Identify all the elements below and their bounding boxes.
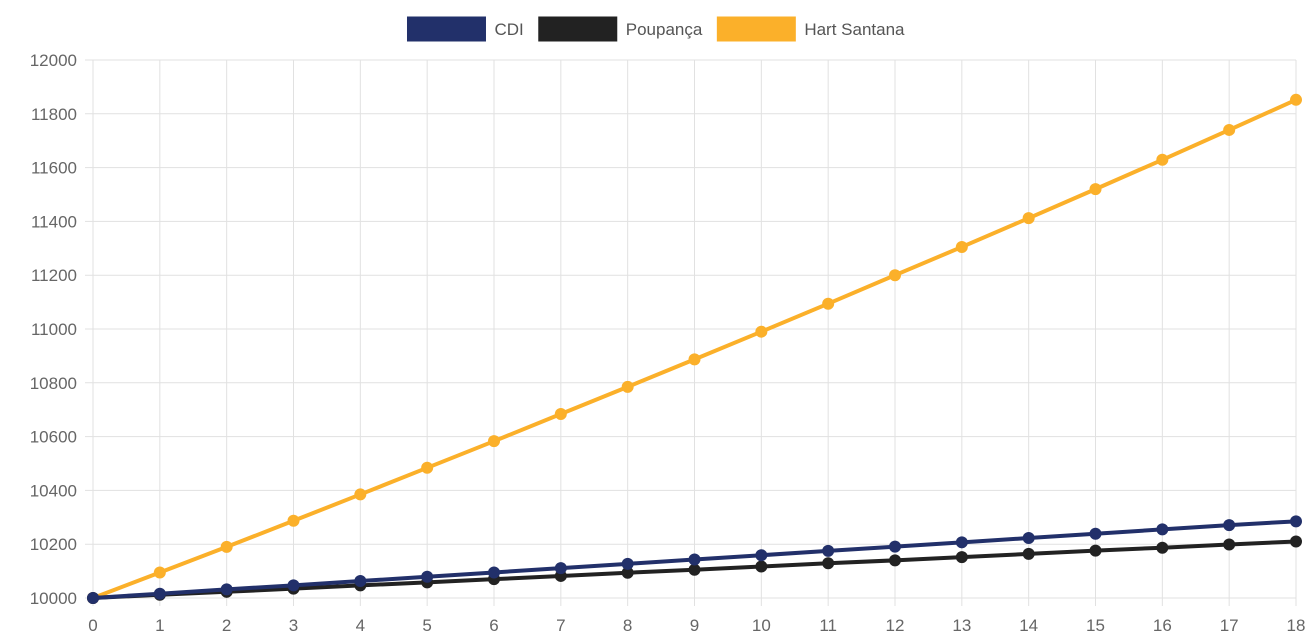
data-point[interactable] — [1223, 123, 1236, 136]
y-tick-label: 11800 — [31, 105, 77, 124]
x-tick-label: 8 — [623, 616, 632, 635]
x-tick-label: 7 — [556, 616, 565, 635]
data-point[interactable] — [1223, 538, 1236, 551]
data-point[interactable] — [889, 540, 901, 553]
y-tick-label: 11400 — [31, 212, 77, 231]
x-tick-label: 12 — [886, 616, 905, 635]
data-point[interactable] — [554, 408, 567, 421]
data-point[interactable] — [889, 269, 901, 282]
y-tick-label: 11600 — [31, 159, 77, 178]
y-tick-label: 11200 — [31, 266, 77, 285]
y-tick-label: 10400 — [30, 481, 77, 500]
y-tick-label: 11000 — [31, 320, 77, 339]
data-point[interactable] — [1022, 532, 1035, 545]
data-point[interactable] — [153, 566, 166, 579]
data-point[interactable] — [287, 514, 300, 527]
x-tick-label: 2 — [222, 616, 231, 635]
legend-label: Poupança — [626, 20, 703, 39]
data-point[interactable] — [1022, 547, 1035, 560]
legend-item[interactable]: CDI — [405, 15, 524, 43]
data-point[interactable] — [1156, 153, 1169, 166]
y-tick-label: 12000 — [30, 51, 77, 70]
data-point[interactable] — [1089, 544, 1102, 557]
legend-label: Hart Santana — [804, 20, 905, 39]
y-axis-ticks: 10000 10200 10400 10600 10800 11000 11200 11400… — [30, 51, 77, 608]
data-point[interactable] — [822, 557, 835, 570]
data-point[interactable] — [287, 579, 300, 592]
data-point[interactable] — [220, 540, 233, 553]
data-point[interactable] — [822, 544, 835, 557]
x-tick-label: 0 — [88, 616, 97, 635]
x-tick-label: 6 — [489, 616, 498, 635]
data-point[interactable] — [688, 553, 701, 566]
data-point[interactable] — [87, 592, 99, 604]
legend-swatch — [715, 15, 797, 43]
data-point[interactable] — [755, 560, 768, 573]
x-tick-label: 17 — [1220, 616, 1239, 635]
x-tick-label: 14 — [1019, 616, 1038, 635]
data-point[interactable] — [1089, 183, 1102, 196]
data-point[interactable] — [621, 380, 634, 393]
legend-swatch — [405, 15, 487, 43]
x-tick-label: 13 — [952, 616, 971, 635]
x-tick-label: 18 — [1287, 616, 1306, 635]
x-tick-label: 5 — [422, 616, 431, 635]
data-point[interactable] — [955, 551, 968, 564]
data-point[interactable] — [421, 570, 434, 583]
series-cdi — [87, 515, 1302, 604]
data-point[interactable] — [1290, 93, 1302, 106]
series-hart-santana — [87, 93, 1302, 604]
grid — [85, 59, 1297, 606]
series-lines — [87, 93, 1302, 604]
data-point[interactable] — [554, 562, 567, 575]
data-point[interactable] — [421, 461, 434, 474]
legend-item[interactable]: Hart Santana — [715, 15, 905, 43]
data-point[interactable] — [889, 554, 901, 567]
legend-label: CDI — [494, 20, 523, 39]
y-tick-label: 10600 — [30, 428, 77, 447]
x-axis-ticks: 0 1 2 3 4 5 6 7 8 9 10 11 12 13 14 15 16 17 18 — [88, 616, 1305, 635]
data-point[interactable] — [153, 587, 166, 600]
x-tick-label: 16 — [1153, 616, 1172, 635]
y-tick-label: 10000 — [30, 589, 77, 608]
data-point[interactable] — [1223, 519, 1236, 532]
legend-swatch — [537, 15, 619, 43]
x-tick-label: 9 — [690, 616, 699, 635]
data-point[interactable] — [755, 549, 768, 562]
x-tick-label: 3 — [289, 616, 298, 635]
data-point[interactable] — [755, 325, 768, 338]
x-tick-label: 4 — [356, 616, 365, 635]
data-point[interactable] — [955, 536, 968, 549]
data-point[interactable] — [688, 353, 701, 366]
data-point[interactable] — [488, 435, 500, 448]
data-point[interactable] — [354, 575, 367, 588]
data-point[interactable] — [1290, 515, 1302, 528]
y-tick-label: 10800 — [30, 374, 77, 393]
data-point[interactable] — [822, 297, 835, 310]
data-point[interactable] — [1290, 535, 1302, 548]
x-tick-label: 1 — [155, 616, 164, 635]
data-point[interactable] — [621, 557, 634, 570]
data-point[interactable] — [354, 488, 367, 501]
data-point[interactable] — [1156, 541, 1169, 554]
legend-item[interactable]: Poupança — [537, 15, 703, 43]
data-point[interactable] — [488, 566, 500, 579]
data-point[interactable] — [1022, 212, 1035, 225]
x-tick-label: 15 — [1086, 616, 1105, 635]
x-tick-label: 10 — [752, 616, 771, 635]
data-point[interactable] — [621, 566, 634, 579]
y-tick-label: 10200 — [30, 535, 77, 554]
data-point[interactable] — [955, 240, 968, 253]
legend: CDI Poupança Hart Santana — [405, 15, 905, 43]
data-point[interactable] — [1089, 527, 1102, 540]
data-point[interactable] — [688, 563, 701, 576]
data-point[interactable] — [220, 583, 233, 596]
data-point[interactable] — [1156, 523, 1169, 536]
x-tick-label: 11 — [819, 616, 837, 635]
